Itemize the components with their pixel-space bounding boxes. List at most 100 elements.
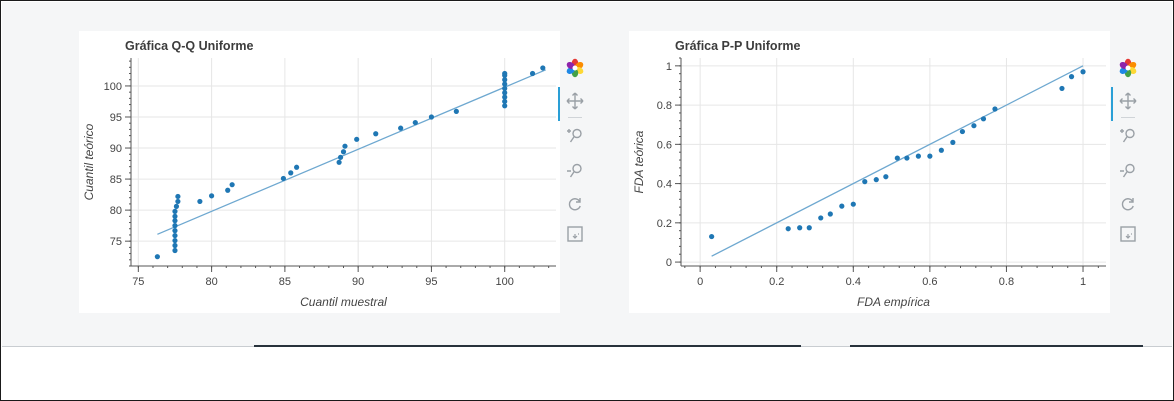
chart-title: Gráfica Q-Q Uniforme xyxy=(125,39,254,53)
x-tick-label: 0 xyxy=(697,276,703,288)
data-point xyxy=(229,182,235,188)
data-point xyxy=(154,254,160,260)
y-tick-label: 95 xyxy=(110,112,122,124)
data-point xyxy=(197,198,203,205)
x-tick-label: 1 xyxy=(1080,276,1086,288)
data-point xyxy=(502,90,508,96)
data-point xyxy=(540,65,546,71)
x-tick-label: 0.4 xyxy=(846,276,861,288)
data-point xyxy=(172,247,178,254)
data-point xyxy=(340,149,347,155)
data-point xyxy=(1080,69,1086,75)
y-tick-label: 1 xyxy=(666,61,672,73)
data-point xyxy=(172,228,178,234)
data-point xyxy=(873,177,879,183)
data-point xyxy=(294,164,300,170)
active-tool-indicator xyxy=(1111,87,1113,121)
data-point xyxy=(354,136,360,142)
y-axis-label: FDA teórica xyxy=(632,130,646,193)
data-point xyxy=(529,70,536,77)
data-point xyxy=(280,175,287,182)
x-axis-label: FDA empírica xyxy=(857,295,930,309)
data-point xyxy=(288,170,294,176)
y-tick-label: 0 xyxy=(666,257,672,269)
reset-icon[interactable] xyxy=(1117,193,1139,215)
save-icon[interactable] xyxy=(1117,223,1139,245)
pp-plot-toolbar xyxy=(1111,57,1141,257)
x-tick-label: 0.6 xyxy=(922,276,937,288)
zoom-out-icon[interactable] xyxy=(564,160,586,182)
data-point xyxy=(172,223,178,229)
data-point xyxy=(172,208,178,214)
reset-icon[interactable] xyxy=(564,193,586,215)
x-tick-label: 75 xyxy=(132,276,144,288)
data-point xyxy=(827,211,833,217)
data-point xyxy=(502,94,508,100)
pan-icon[interactable] xyxy=(1117,90,1139,112)
data-point xyxy=(336,159,342,165)
divider-dark-right xyxy=(850,345,1143,347)
y-tick-label: 0.6 xyxy=(657,139,672,151)
divider-dark-left xyxy=(254,345,801,347)
data-point xyxy=(225,187,231,193)
reference-line xyxy=(711,65,1084,257)
qq-plot-svg: Gráfica Q-Q Uniforme 75 80 85 90 95 100 75 80 85 9… xyxy=(82,39,556,309)
data-point xyxy=(342,143,348,149)
data-point xyxy=(992,106,998,112)
zoom-in-icon[interactable] xyxy=(1117,125,1139,147)
bokeh-logo-icon[interactable] xyxy=(564,57,586,79)
pp-plot-panel: Gráfica P-P Uniforme 0 0.2 0.4 0.6 0.8 1 0 0.2 0.… xyxy=(629,31,1110,313)
data-point xyxy=(453,108,459,114)
data-point xyxy=(839,203,845,209)
data-point xyxy=(927,153,933,159)
data-point xyxy=(502,98,508,105)
y-tick-label: 100 xyxy=(104,81,122,93)
data-point xyxy=(398,125,404,131)
y-tick-label: 75 xyxy=(110,236,122,248)
data-point xyxy=(785,226,791,232)
data-point xyxy=(938,147,944,153)
pan-icon[interactable] xyxy=(564,90,586,112)
data-point xyxy=(709,233,715,240)
data-point xyxy=(959,128,966,135)
data-point xyxy=(373,131,379,137)
data-point xyxy=(862,179,868,185)
active-tool-indicator xyxy=(558,87,560,121)
data-point xyxy=(502,85,508,92)
x-tick-label: 0.2 xyxy=(769,276,784,288)
data-point xyxy=(172,213,178,219)
data-point xyxy=(1059,85,1065,92)
toolbar-separator xyxy=(1121,117,1135,118)
data-point xyxy=(209,193,215,199)
zoom-out-icon[interactable] xyxy=(1117,160,1139,182)
data-point xyxy=(175,198,181,205)
data-point xyxy=(172,218,178,224)
data-point xyxy=(1068,74,1075,80)
pp-plot-svg: Gráfica P-P Uniforme 0 0.2 0.4 0.6 0.8 1 0 0.2 0.… xyxy=(632,39,1106,309)
y-tick-label: 0.8 xyxy=(657,100,672,112)
data-point xyxy=(175,193,181,200)
y-tick-label: 80 xyxy=(110,205,122,217)
x-axis-label: Cuantil muestral xyxy=(300,295,387,309)
data-point xyxy=(172,237,178,244)
data-point xyxy=(172,232,178,239)
data-point xyxy=(806,225,812,231)
data-point xyxy=(502,103,508,109)
zoom-in-icon[interactable] xyxy=(564,125,586,147)
reference-line xyxy=(157,69,546,235)
data-point xyxy=(502,70,508,77)
qq-plot-toolbar xyxy=(558,57,588,257)
y-tick-label: 85 xyxy=(110,174,122,186)
x-tick-label: 85 xyxy=(279,276,291,288)
save-icon[interactable] xyxy=(564,223,586,245)
data-point xyxy=(172,242,178,249)
y-tick-label: 0.4 xyxy=(657,179,672,191)
data-point xyxy=(980,116,987,122)
y-tick-label: 90 xyxy=(110,143,122,155)
bokeh-logo-icon[interactable] xyxy=(1117,57,1139,79)
data-point xyxy=(502,81,508,87)
toolbar-separator xyxy=(568,117,582,118)
data-point xyxy=(428,114,435,120)
y-axis-label: Cuantil teórico xyxy=(82,123,96,200)
